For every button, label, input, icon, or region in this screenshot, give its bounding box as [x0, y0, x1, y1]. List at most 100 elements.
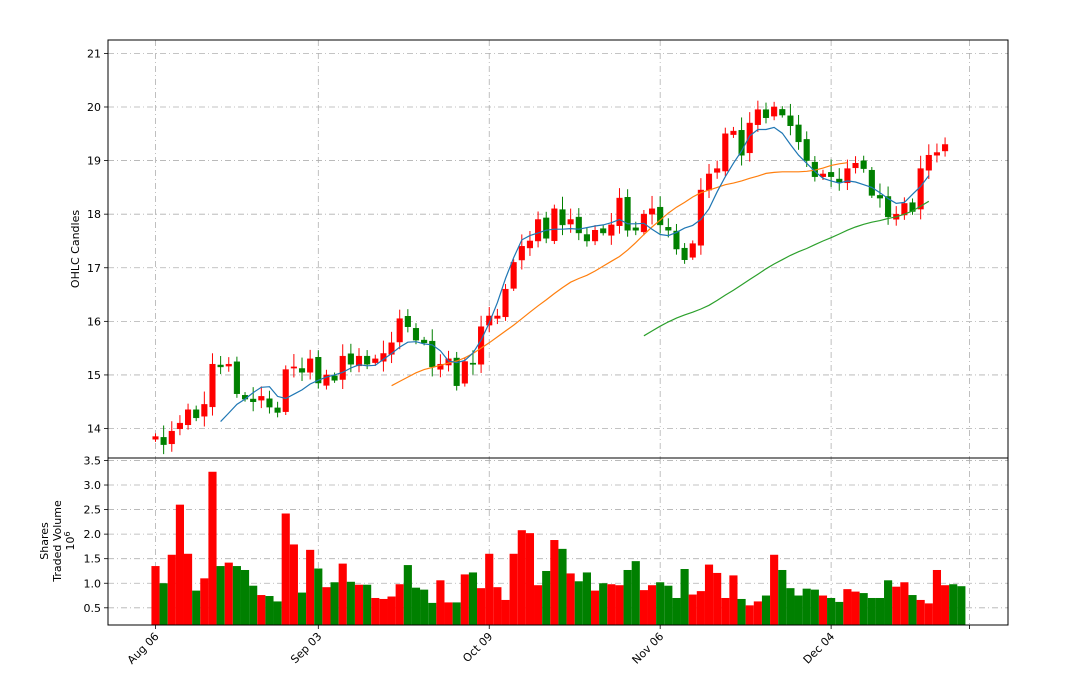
volume-bar [534, 585, 543, 625]
ma-mid-line [391, 162, 848, 387]
candle-body [551, 208, 558, 241]
volume-bar [827, 597, 836, 625]
volume-bar [688, 594, 697, 625]
volume-bar [208, 471, 217, 625]
candle-body [152, 436, 159, 440]
candle-body [404, 316, 411, 327]
candle-body [258, 396, 265, 401]
ma-slow-line [643, 200, 930, 337]
candle-body [608, 224, 615, 236]
volume-bar [346, 581, 355, 625]
volume-bar [493, 587, 502, 625]
volume-bar [631, 561, 640, 625]
candle-body [624, 197, 631, 231]
volume-bar [843, 589, 852, 625]
candle-body [592, 229, 599, 242]
candle-body [868, 169, 875, 196]
price-grid [108, 40, 1008, 458]
volume-scale-label: 106 [63, 531, 77, 550]
candle-body [478, 326, 485, 365]
volume-bar [941, 585, 950, 625]
candle-body [933, 152, 940, 156]
volume-bar [599, 583, 608, 625]
candle-body [901, 203, 908, 216]
volume-bar [216, 566, 225, 625]
candle-body [567, 219, 574, 225]
price-axis: 14 15 16 17 18 19 20 21 [87, 47, 108, 436]
price-tick-label: 15 [87, 369, 101, 382]
volume-bar [550, 540, 559, 625]
volume-bar [623, 569, 632, 625]
volume-bar [444, 602, 453, 625]
volume-bar [297, 592, 307, 625]
candle-body [160, 437, 167, 445]
volume-tick-label: 1.5 [84, 553, 102, 566]
candle-body [876, 195, 884, 199]
volume-tick-label: 3.5 [84, 454, 102, 467]
volume-bar [452, 602, 461, 625]
ma-fast-line [220, 126, 930, 423]
candle-body [518, 246, 525, 261]
volume-bar [794, 595, 803, 625]
volume-bar [615, 585, 624, 625]
volume-panel: 0.5 1.0 1.5 2.0 2.5 3.0 3.5 [84, 454, 1009, 626]
candle-body [616, 197, 623, 226]
volume-bar [867, 597, 876, 625]
candle-body [860, 160, 867, 169]
candle-body [510, 262, 517, 289]
volume-bar [249, 585, 258, 625]
candle-body [746, 122, 753, 154]
candle-body [193, 409, 200, 419]
candle-body [526, 240, 533, 249]
volume-bar [802, 588, 811, 625]
price-tick-label: 19 [87, 155, 101, 168]
candle-body [201, 404, 208, 417]
candle-body [771, 106, 778, 117]
volume-bar [175, 504, 184, 625]
candle-body [347, 353, 354, 365]
candle-body [738, 130, 745, 156]
candle-body [559, 209, 566, 226]
candle-body [730, 130, 737, 135]
candle-body [657, 206, 664, 226]
volume-bar [680, 569, 689, 625]
candle-body [632, 227, 639, 231]
candle-body [673, 230, 680, 250]
candle-body [168, 430, 175, 445]
candle-body [795, 124, 802, 143]
volume-bar [558, 548, 567, 625]
volume-bar [696, 591, 705, 625]
volume-bar [745, 605, 754, 625]
volume-bar [240, 569, 250, 625]
candle-body [217, 364, 224, 368]
candle-body [461, 361, 468, 384]
candle-body [274, 407, 281, 413]
volume-bar [664, 585, 673, 625]
volume-bar [314, 568, 323, 625]
candle-body [412, 328, 420, 341]
candle-body [779, 109, 786, 116]
price-tick-label: 20 [87, 101, 101, 114]
volume-bar [265, 596, 274, 625]
volume-bar [590, 590, 600, 625]
volume-bar [167, 554, 176, 625]
volume-bar [330, 582, 339, 625]
volume-bar [200, 578, 209, 625]
volume-bar [477, 588, 486, 625]
candle-body [681, 247, 688, 260]
volume-bar [884, 580, 893, 625]
candle-body [396, 318, 403, 343]
volume-bar [770, 554, 779, 625]
candle-body [803, 139, 810, 161]
volume-tick-label: 2.5 [84, 504, 102, 517]
candle-body [388, 342, 395, 355]
candle-body [828, 172, 835, 177]
price-axis-label: OHLC Candles [69, 210, 82, 288]
volume-bar [916, 599, 925, 625]
candle-body [689, 243, 696, 258]
volume-bar [566, 573, 575, 625]
price-panel: 14 15 16 17 18 19 20 21 [87, 39, 1009, 459]
volume-bar [232, 566, 241, 625]
volume-bar [411, 587, 421, 625]
